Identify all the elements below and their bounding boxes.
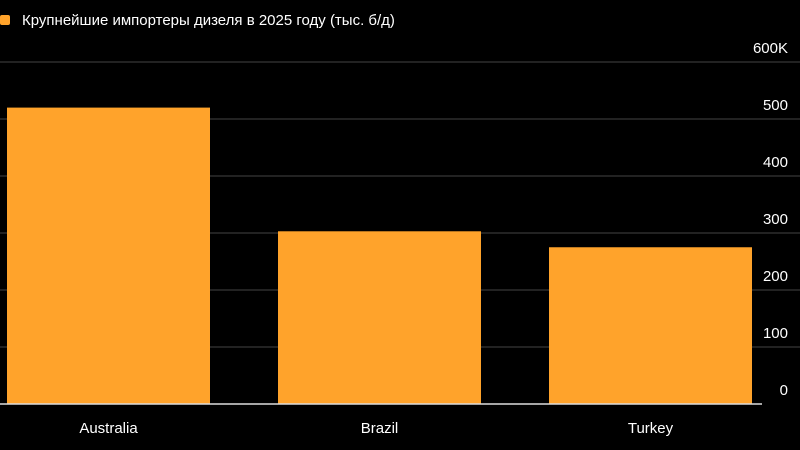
x-tick-label: Brazil: [361, 420, 399, 437]
y-tick-label: 600K: [753, 40, 788, 57]
bar: [278, 231, 481, 404]
y-tick-label: 100: [763, 325, 788, 342]
y-tick-label: 400: [763, 154, 788, 171]
bar: [7, 107, 210, 404]
legend-label: Крупнейшие импортеры дизеля в 2025 году …: [22, 12, 395, 29]
x-tick-label: Australia: [79, 420, 138, 437]
legend-swatch: [0, 15, 10, 25]
y-tick-label: 300: [763, 211, 788, 228]
y-tick-label: 0: [780, 382, 788, 399]
bar: [549, 247, 752, 404]
y-tick-label: 200: [763, 268, 788, 285]
y-tick-label: 500: [763, 97, 788, 114]
x-tick-label: Turkey: [628, 420, 674, 437]
